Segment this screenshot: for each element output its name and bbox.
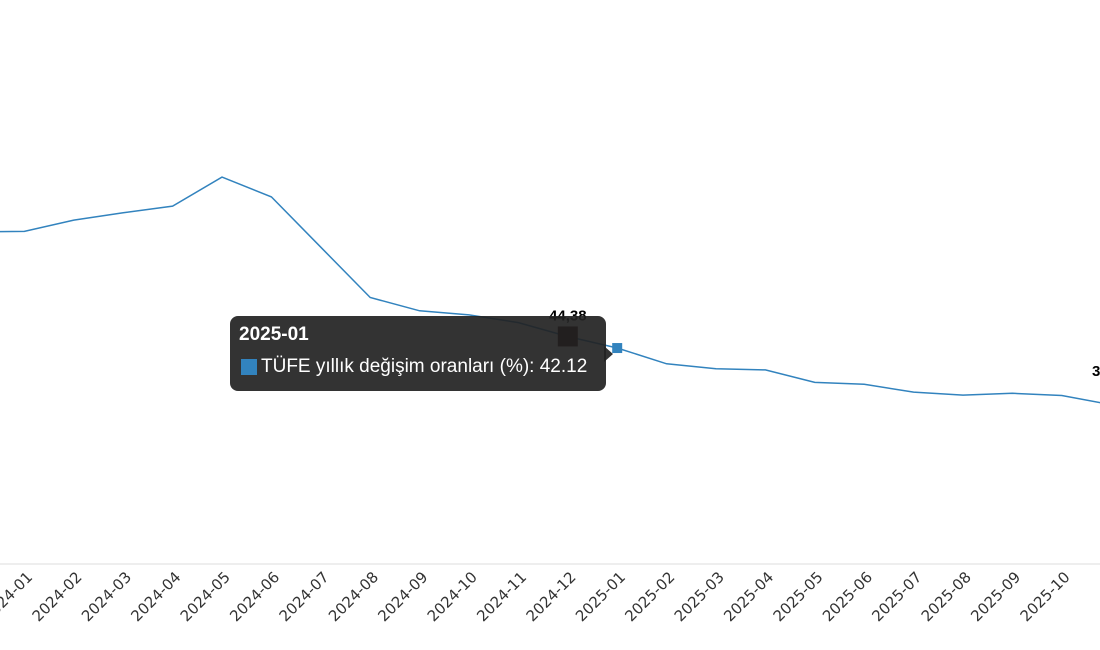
tooltip-arrow (604, 346, 613, 362)
x-tick-label: 2025-02 (621, 568, 678, 625)
x-tick-label: 2024-07 (276, 568, 333, 625)
tooltip-row: TÜFE yıllık değişim oranları (%): 42.12 (239, 356, 597, 378)
x-tick-label: 2025-01 (572, 568, 629, 625)
x-tick-label: 2024-11 (473, 568, 530, 625)
x-tick-label: 2024-08 (325, 568, 382, 625)
x-tick-label: 2025-08 (918, 568, 975, 625)
x-tick-label: 2024-02 (29, 568, 86, 625)
x-tick-label: 2024-04 (127, 568, 184, 625)
chart-tooltip: 2025-01 TÜFE yıllık değişim oranları (%)… (230, 316, 606, 391)
data-label: 3 (1092, 363, 1100, 380)
tooltip-value: 42.12 (539, 356, 588, 377)
data-labels: 44,383 (549, 307, 1100, 380)
x-tick-label: 2025-05 (770, 568, 827, 625)
x-tick-label: 2025-06 (819, 568, 876, 625)
x-axis-ticks: 2024-012024-022024-032024-042024-052024-… (0, 568, 1074, 625)
tooltip-series-name: TÜFE yıllık değişim oranları (%) (261, 356, 530, 377)
hover-point-marker[interactable] (612, 343, 623, 354)
x-tick-label: 2024-06 (226, 568, 283, 625)
x-tick-label: 2025-03 (671, 568, 728, 625)
x-tick-label: 2024-12 (523, 568, 580, 625)
tooltip-separator: : (529, 356, 540, 377)
x-tick-label: 2024-05 (177, 568, 234, 625)
x-tick-label: 2024-01 (0, 568, 36, 625)
x-tick-label: 2025-10 (1017, 568, 1074, 625)
x-tick-label: 2025-09 (967, 568, 1024, 625)
x-tick-label: 2024-10 (424, 568, 481, 625)
x-tick-label: 2025-04 (720, 568, 777, 625)
x-tick-label: 2025-07 (868, 568, 925, 625)
x-tick-label: 2024-03 (78, 568, 135, 625)
tooltip-title: 2025-01 (239, 324, 309, 345)
tooltip-series-swatch (241, 359, 257, 375)
x-tick-label: 2024-09 (374, 568, 431, 625)
